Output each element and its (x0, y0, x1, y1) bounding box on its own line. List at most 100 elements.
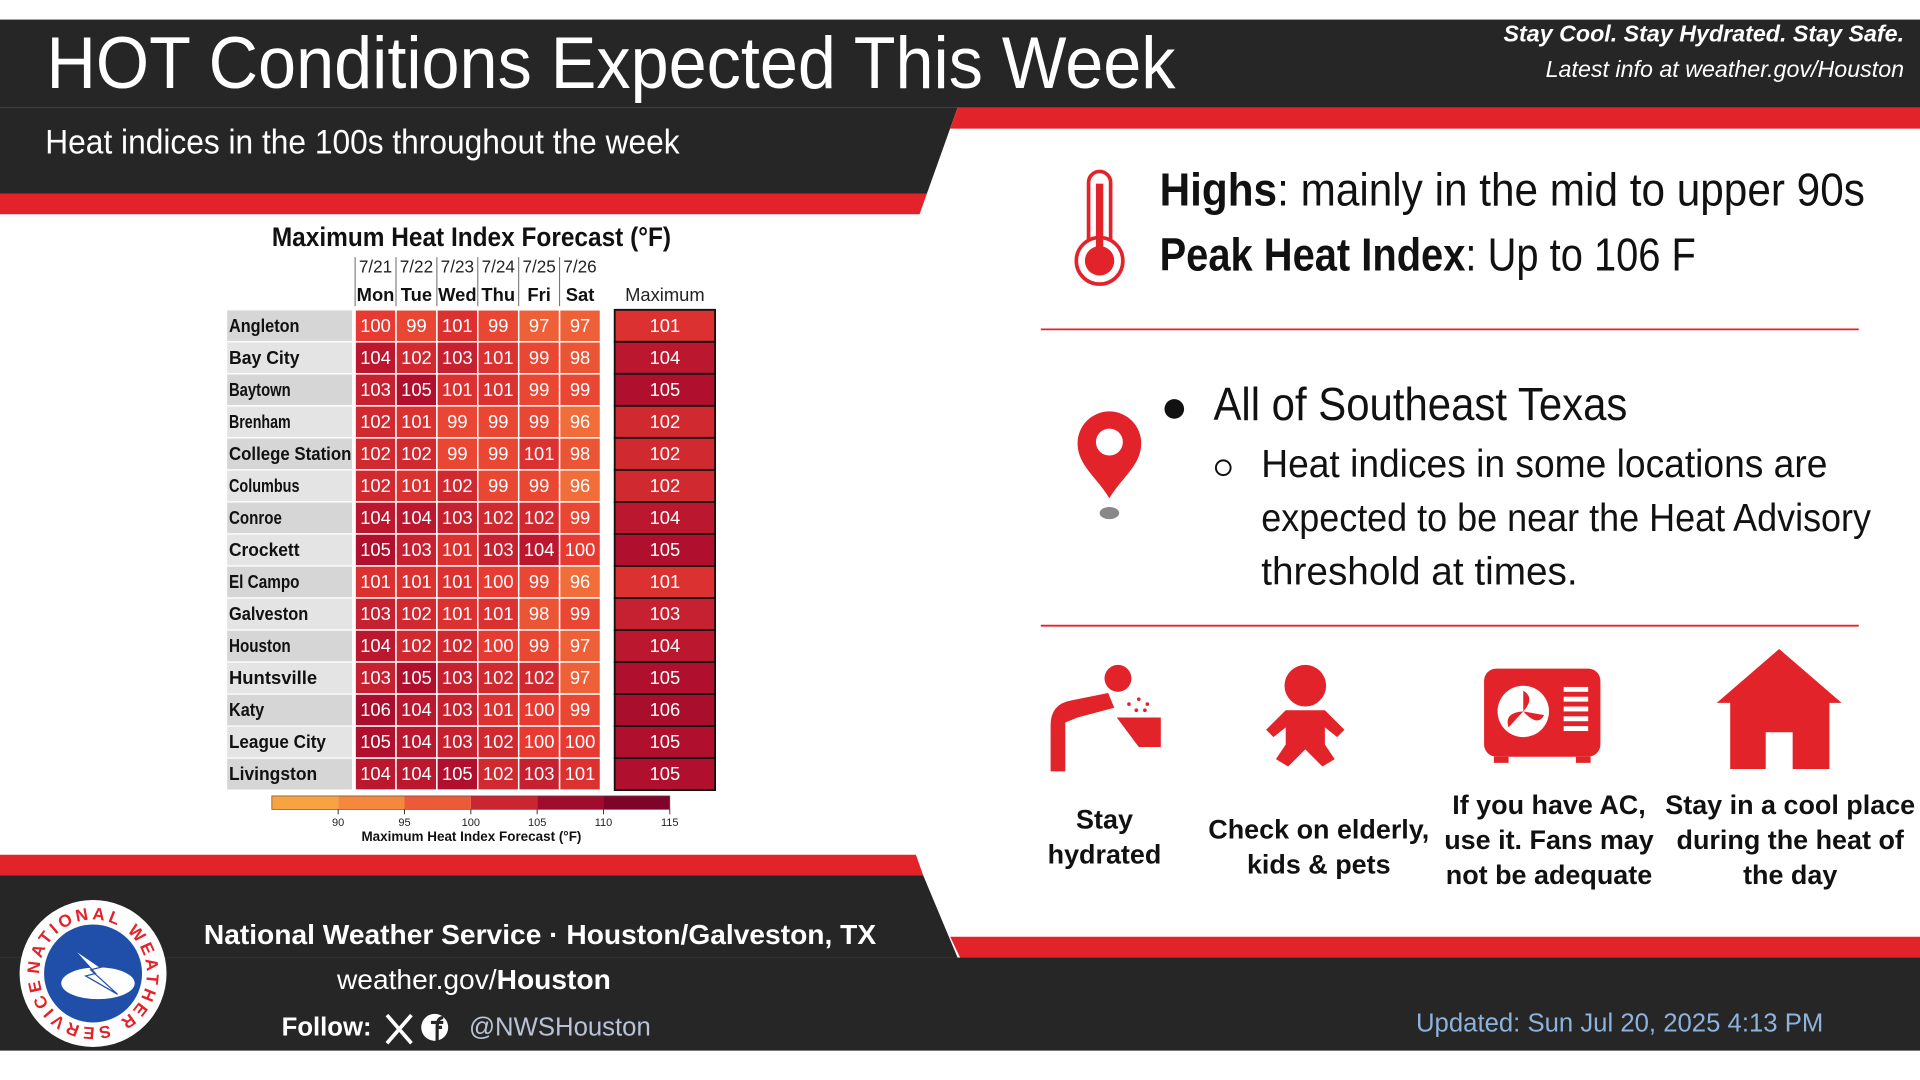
date-label: 7/25 (522, 257, 555, 277)
tip-text: the day (1743, 860, 1837, 890)
heat-value: 101 (524, 443, 555, 464)
heat-cell (517, 405, 561, 439)
colorbar-segment (470, 795, 538, 810)
heat-value: 99 (529, 475, 549, 496)
heat-value: 102 (483, 507, 514, 528)
heat-value: 104 (524, 539, 555, 560)
icon-ac-foot (1575, 756, 1591, 763)
pin-hole (1095, 428, 1123, 456)
date-label: 7/23 (441, 257, 474, 277)
colorbar-tick-label: 90 (332, 817, 344, 829)
peak-label: Peak Heat Index (1160, 229, 1466, 281)
heat-value: 101 (442, 315, 473, 336)
heat-cell (395, 533, 438, 567)
location-name: Crockett (229, 539, 300, 560)
heat-cell (354, 437, 397, 471)
location-name: Bay City (229, 347, 300, 368)
heat-value: 101 (483, 603, 514, 624)
heat-value: 102 (360, 411, 391, 432)
location-cell (225, 437, 354, 471)
colorbar-tick-label: 105 (528, 817, 546, 829)
header-stripe-left (0, 193, 927, 215)
heat-cell (395, 757, 438, 791)
heat-cell (558, 757, 602, 791)
bullet (1164, 399, 1185, 419)
max-value: 106 (650, 699, 681, 720)
location-cell (225, 405, 354, 439)
heat-cell (436, 597, 479, 631)
tip-text: Stay in a cool place (1665, 790, 1915, 820)
heat-value: 99 (529, 571, 549, 592)
heat-value: 103 (483, 539, 514, 560)
header-band (0, 19, 1920, 108)
location-cell (225, 661, 354, 695)
location-name: Columbus (229, 475, 300, 496)
site-link: weather.gov/Houston (336, 964, 611, 995)
heat-cell (436, 469, 479, 503)
heat-value: 102 (401, 603, 432, 624)
heat-value: 103 (360, 379, 391, 400)
colorbar-tick-label: 95 (398, 817, 410, 829)
heat-value: 98 (529, 603, 549, 624)
location-name: Conroe (229, 507, 282, 528)
heat-value: 100 (524, 731, 555, 752)
heat-value: 104 (401, 699, 432, 720)
heat-cell (517, 533, 561, 567)
max-value: 101 (650, 571, 681, 592)
heat-value: 99 (488, 315, 508, 336)
facebook-icon (421, 1013, 449, 1041)
pin-shadow (1099, 506, 1120, 520)
day-label: Fri (527, 284, 550, 305)
location-name: Katy (229, 699, 265, 720)
heat-cell (354, 405, 397, 439)
colorbar-segment (537, 795, 604, 810)
icon-ac-vent (1563, 726, 1589, 732)
tip-text: Check on elderly, (1208, 815, 1429, 845)
colorbar-segment (338, 795, 405, 810)
heat-cell (558, 501, 602, 535)
heat-value: 102 (524, 667, 555, 688)
thermometer-level (1095, 183, 1104, 260)
icon-ac-vent (1563, 686, 1589, 692)
icon-baby-head (1284, 664, 1327, 707)
tip-text: use it. Fans may (1444, 825, 1654, 855)
max-cell (613, 597, 717, 631)
icon-drinker (1050, 693, 1115, 772)
heat-value: 99 (570, 507, 590, 528)
detail-line: Heat indices in some locations are (1261, 443, 1827, 486)
max-value: 105 (650, 763, 681, 784)
heat-cell (558, 693, 602, 727)
site-prefix: weather.gov/ (336, 964, 497, 995)
heat-value: 102 (360, 443, 391, 464)
header-stripe-right (950, 107, 1920, 129)
heat-cell (477, 565, 520, 599)
heat-value: 101 (401, 411, 432, 432)
area-text: All of Southeast Texas (1213, 378, 1627, 430)
icon-ac-blades (1507, 690, 1545, 728)
max-value: 103 (650, 603, 681, 624)
heat-value: 97 (570, 667, 590, 688)
day-label: Wed (438, 284, 476, 305)
heat-value: 99 (488, 411, 508, 432)
max-value: 105 (650, 667, 681, 688)
icon-water-drop (1143, 708, 1147, 713)
heat-value: 101 (483, 379, 514, 400)
heat-value: 103 (442, 699, 473, 720)
heat-value: 103 (360, 667, 391, 688)
heat-value: 102 (360, 475, 391, 496)
heat-value: 101 (565, 763, 596, 784)
heat-cell (395, 501, 438, 535)
icon-water-drop (1136, 697, 1141, 702)
icon-ac-vent (1563, 716, 1589, 722)
heat-cell (558, 469, 602, 503)
highs-label: Highs (1160, 164, 1278, 216)
heat-value: 103 (442, 347, 473, 368)
heat-cell (477, 757, 520, 791)
heat-value: 102 (401, 347, 432, 368)
heat-value: 99 (570, 603, 590, 624)
heat-value: 99 (406, 315, 426, 336)
heat-value: 101 (442, 571, 473, 592)
colorbar-segment (603, 795, 670, 810)
heat-cell (517, 309, 561, 343)
